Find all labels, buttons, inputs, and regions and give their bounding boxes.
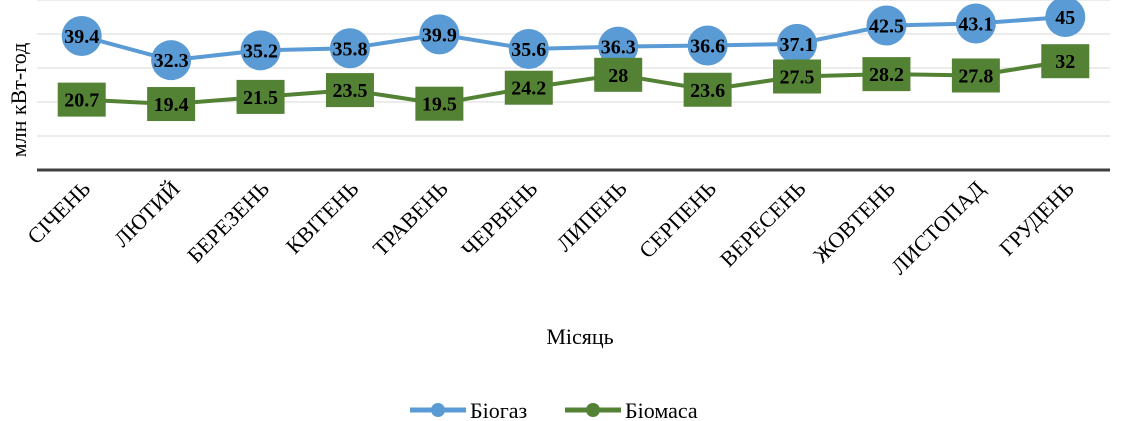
data-label: 24.2 [511,78,546,100]
gridlines [37,0,1110,137]
x-tick-label: СЕРПЕНЬ [634,176,721,263]
x-tick-label: ВЕРЕСЕНЬ [715,176,811,272]
series-marker [61,16,102,57]
data-label: 36.6 [690,36,725,58]
y-axis-title: млн кВт-год [6,43,31,158]
x-tick-label: СІЧЕНЬ [22,176,95,249]
data-label: 28 [608,65,628,87]
series-marker [594,57,643,92]
data-labels: 39.4 32.3 35.2 35.8 39.9 35.6 36.3 36.6 37.1 42.5… [64,7,1075,116]
series-marker [329,28,370,69]
data-label: 23.5 [332,80,367,102]
series-markers [57,0,1090,122]
data-label: 19.4 [154,94,189,116]
series-marker [57,82,106,117]
series-marker [508,28,549,69]
x-tick-label: ЛЮТИЙ [109,176,185,252]
data-label: 42.5 [869,16,904,38]
legend: Біогаз Біомаса [410,398,698,421]
data-label: 43.1 [958,13,993,35]
series-marker [415,86,464,121]
series-marker [951,58,1000,93]
data-label: 27.5 [780,67,815,89]
series-marker [777,23,818,64]
series-marker [419,14,460,55]
x-tick-label: ЧЕРВЕНЬ [456,176,542,262]
data-label: 39.4 [64,26,99,48]
data-label: 37.1 [780,34,815,56]
series-marker [147,87,196,122]
series-marker [955,3,996,44]
data-label: 36.3 [601,37,636,59]
data-label: 19.5 [422,94,457,116]
series-marker [683,72,732,107]
series-marker [598,26,639,67]
series-marker [151,40,192,81]
data-label: 35.6 [511,39,546,61]
series-marker [236,79,285,114]
x-tick-label: ТРАВЕНЬ [368,176,453,261]
series-marker [687,25,728,66]
x-tick-label: ЛИПЕНЬ [551,176,631,256]
data-label: 35.2 [243,40,278,62]
data-label: 20.7 [64,90,99,112]
series-marker [240,30,281,71]
series-marker [504,70,553,105]
data-label: 27.8 [958,65,993,87]
x-tick-label: КВІТЕНЬ [281,176,364,259]
series-marker [866,5,907,46]
data-label: 35.8 [332,38,367,60]
legend-label: Біогаз [470,398,527,421]
data-label: 32.3 [154,50,189,72]
data-label: 23.6 [690,80,725,102]
legend-label: Біомаса [625,398,698,421]
data-label: 21.5 [243,87,278,109]
x-tick-label: ЖОВТЕНЬ [808,176,900,268]
legend-marker [431,403,445,417]
data-label: 39.9 [422,24,457,46]
data-label: 32 [1055,51,1075,73]
series-marker [862,57,911,92]
data-label: 28.2 [869,64,904,86]
series-lines [81,15,1066,107]
series-marker [1041,44,1090,79]
series-line [81,15,1066,63]
series-marker [325,73,374,108]
x-tick-label: ЛИСТОПАД [886,176,989,279]
legend-marker [586,403,600,417]
series-marker [773,59,822,94]
data-label: 45 [1055,7,1075,29]
x-tick-label: БЕРЕЗЕНЬ [182,176,274,268]
series-marker [1045,0,1086,37]
x-axis-title: Місяць [546,324,613,349]
x-tick-label: ГРУДЕНЬ [994,176,1079,261]
